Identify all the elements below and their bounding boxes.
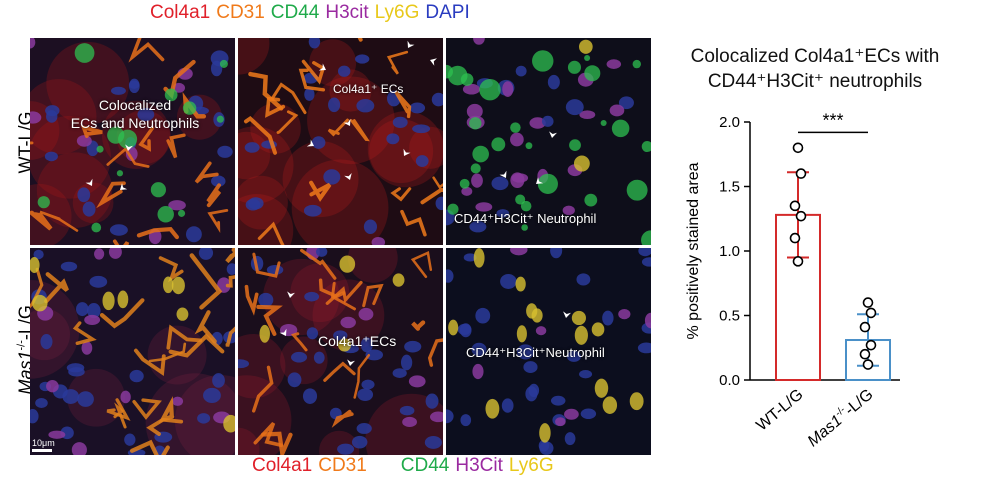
data-point-0 <box>795 210 807 222</box>
y-tick-label: 0.0 <box>719 372 740 389</box>
micrograph-mas1-merged: 10μm <box>30 248 235 455</box>
data-point-0 <box>789 232 801 244</box>
data-point-1 <box>865 307 877 319</box>
data-point-0 <box>789 200 801 212</box>
legend-top-h3cit: H3cit <box>325 2 369 23</box>
legend-top-cd31: CD31 <box>216 2 265 23</box>
legend-top-col4a1: Col4a1 <box>150 2 211 23</box>
stain-legend-bottom: Col4a1 CD31 CD44 H3Cit Ly6G <box>252 455 560 477</box>
data-point-0 <box>792 256 804 267</box>
legend-bottom-cd31: CD31 <box>318 455 367 476</box>
panel-label-col4a1-ecs-mas1: Col4a1⁺ECs <box>318 333 397 349</box>
stain-legend-top: Col4a1 CD31 CD44 H3cit Ly6G DAPI <box>150 2 476 24</box>
legend-bottom-col4a1: Col4a1 <box>252 455 313 476</box>
legend-top-cd44: CD44 <box>270 2 320 23</box>
legend-bottom-ly6g: Ly6G <box>508 455 554 476</box>
micrograph-mas1-neutrophil: CD44⁺H3Cit⁺Neutrophil <box>446 248 651 455</box>
data-point-1 <box>865 339 877 351</box>
data-point-0 <box>795 168 807 179</box>
data-point-1 <box>862 297 874 308</box>
x-tick-label-1: Mas1-/--L/G <box>803 385 876 451</box>
chart-title: Colocalized Col4a1⁺ECs with CD44⁺H3Cit⁺ … <box>690 46 940 92</box>
y-tick-label: 2.0 <box>719 114 740 131</box>
panel-label-neutrophil-mas1: CD44⁺H3Cit⁺Neutrophil <box>466 345 605 360</box>
scale-bar <box>32 449 52 452</box>
x-tick-label-0: WT-L/G <box>753 386 806 434</box>
y-axis-label: % positively stained area <box>685 162 702 339</box>
panel-label-neutrophil: CD44⁺H3Cit⁺ Neutrophil <box>454 211 597 226</box>
panel-label-colocalized: Colocalized <box>98 97 172 113</box>
y-tick-label: 0.5 <box>719 308 740 325</box>
significance-label: *** <box>822 110 843 130</box>
data-point-1 <box>859 348 871 360</box>
micrograph-mas1-col4a1-cd31: Col4a1⁺ECs <box>238 248 443 455</box>
data-point-1 <box>862 359 874 370</box>
y-tick-label: 1.5 <box>719 179 740 196</box>
legend-top-dapi: DAPI <box>425 2 470 23</box>
bar-chart: 0.0 0.5 1.0 1.5 2.0 % positively stained area… <box>685 110 900 451</box>
micrograph-wt-merged: Colocalized ECs and Neutrophils <box>30 38 235 245</box>
scale-bar-label: 10μm <box>32 438 55 448</box>
data-point-0 <box>792 142 804 154</box>
panel-label-ecs-neutrophils: ECs and Neutrophils <box>70 115 200 131</box>
legend-bottom-cd44: CD44 <box>400 455 450 476</box>
data-point-1 <box>859 321 871 333</box>
legend-bottom-h3cit: H3Cit <box>455 455 503 476</box>
panel-label-col4a1-ecs: Col4a1⁺ ECs <box>333 82 404 96</box>
micrograph-wt-neutrophil: CD44⁺H3Cit⁺ Neutrophil <box>446 38 651 245</box>
y-tick-label: 1.0 <box>719 243 740 260</box>
legend-top-ly6g: Ly6G <box>374 2 420 23</box>
micrograph-wt-col4a1-cd31: Col4a1⁺ ECs <box>238 38 443 245</box>
